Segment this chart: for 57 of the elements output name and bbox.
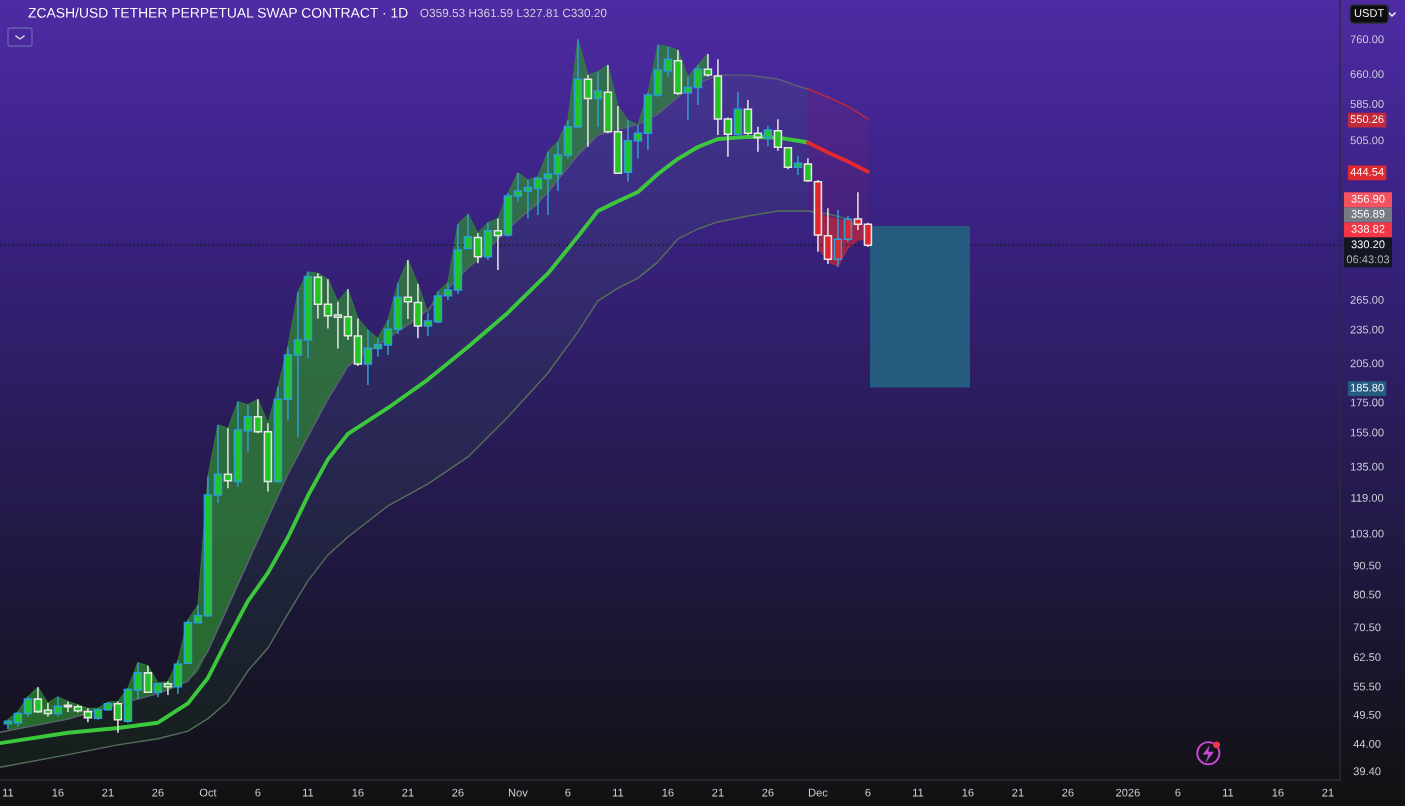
ref-line-label: 330.20 06:43:03 xyxy=(1346,240,1390,264)
x-tick-label: Nov xyxy=(508,788,528,797)
x-tick-label: 21 xyxy=(402,788,414,797)
x-tick-label: 26 xyxy=(1062,788,1074,797)
text: 338.82 xyxy=(1351,224,1385,233)
x-tick-label: 6 xyxy=(1175,788,1181,797)
y-tick-label: 135.00 xyxy=(1350,462,1384,471)
x-tick-label: 21 xyxy=(1012,788,1024,797)
text: 356.89 xyxy=(1351,209,1385,218)
y-tick-label: 70.50 xyxy=(1353,623,1381,632)
y-tick-label: 265.00 xyxy=(1350,295,1384,304)
x-tick-label: 26 xyxy=(762,788,774,797)
x-tick-label: 6 xyxy=(865,788,871,797)
y-tick-label: 103.00 xyxy=(1350,529,1384,538)
x-tick-label: 6 xyxy=(565,788,571,797)
x-tick-label: 11 xyxy=(1222,788,1234,797)
y-tick-label: 80.50 xyxy=(1353,590,1381,599)
x-tick-label: 26 xyxy=(152,788,164,797)
y-tick-label: 55.50 xyxy=(1353,682,1381,691)
x-tick-label: Oct xyxy=(199,788,217,797)
y-tick-label: 585.00 xyxy=(1350,100,1384,108)
x-tick-label: 16 xyxy=(1272,788,1284,797)
x-tick-label: 16 xyxy=(962,788,974,797)
x-tick-label: 26 xyxy=(452,788,464,797)
x-tick-label: 11 xyxy=(912,788,924,797)
chart-title: ZCASH/USD TETHER PERPETUAL SWAP CONTRACT · 1D xyxy=(28,7,408,18)
x-tick-label: 16 xyxy=(52,788,64,797)
y-tick-label: 90.50 xyxy=(1353,561,1381,570)
y-tick-label: 44.00 xyxy=(1353,740,1381,748)
x-tick-label: Dec xyxy=(808,788,828,797)
y-tick-label: 505.00 xyxy=(1350,136,1384,145)
x-tick-label: 11 xyxy=(612,788,624,797)
x-tick-label: 11 xyxy=(2,788,14,797)
y-tick-label: 205.00 xyxy=(1350,359,1384,368)
x-tick-label: 21 xyxy=(102,788,114,797)
x-tick-label: 2026 xyxy=(1116,788,1140,797)
x-tick-label: 6 xyxy=(255,788,261,797)
y-tick-label: 49.50 xyxy=(1353,710,1381,719)
y-tick-label: 39.40 xyxy=(1353,767,1381,776)
y-tick-label: 660.00 xyxy=(1350,70,1384,79)
y-tick-label: 444.54 xyxy=(1350,168,1384,176)
y-tick-label: 119.00 xyxy=(1351,493,1384,502)
text: USDT xyxy=(1354,9,1384,17)
y-tick-label: 550.26 xyxy=(1350,115,1384,124)
y-tick-label: 155.00 xyxy=(1350,428,1384,437)
x-tick-label: 21 xyxy=(1322,788,1334,797)
x-tick-label: 16 xyxy=(352,788,364,797)
text: O359.53 H361.59 L327.81 C330.20 xyxy=(420,8,607,18)
x-tick-label: 11 xyxy=(302,788,314,797)
x-tick-label: 16 xyxy=(662,788,674,797)
y-tick-label: 235.00 xyxy=(1350,325,1384,334)
y-tick-label: 760.00 xyxy=(1350,35,1384,44)
y-tick-label: 185.80 xyxy=(1350,383,1384,392)
y-tick-label: 62.50 xyxy=(1353,653,1381,662)
y-tick-label: 175.00 xyxy=(1350,398,1384,407)
x-tick-label: 21 xyxy=(712,788,724,797)
text: 356.90 xyxy=(1351,194,1385,203)
